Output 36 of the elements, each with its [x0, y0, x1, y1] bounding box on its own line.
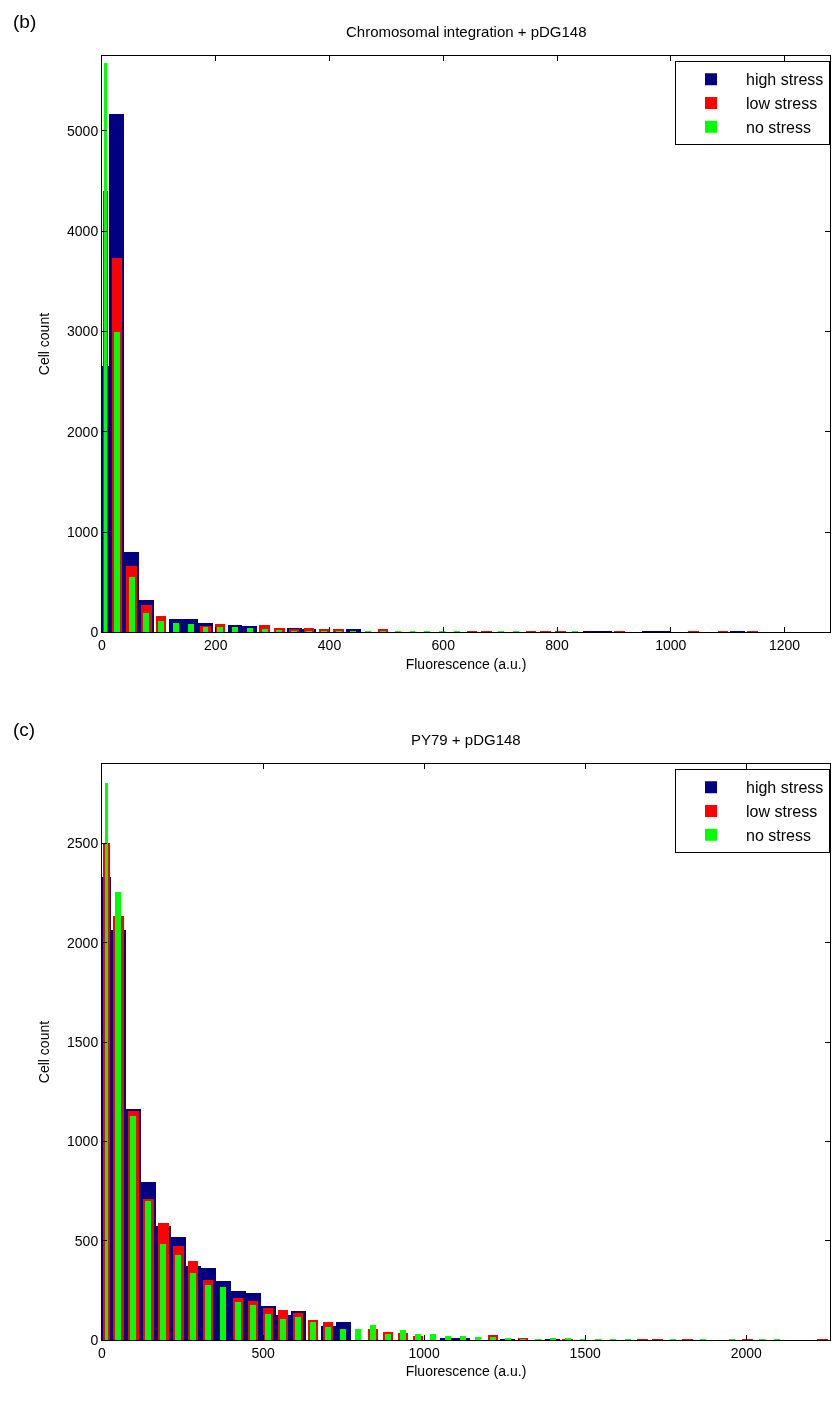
- y-tick-label: 2000: [67, 934, 99, 951]
- x-tick-label: 2000: [730, 1345, 763, 1362]
- x-tick-label: 1500: [569, 1345, 601, 1362]
- y-tick-label: 1000: [67, 1133, 99, 1150]
- x-axis-title: Fluorescence (a.u.): [405, 1363, 527, 1380]
- y-tick-label: 2500: [67, 835, 99, 852]
- x-tick-label: 200: [204, 637, 228, 654]
- y-tick-label: 3000: [67, 323, 99, 340]
- x-tick-label: 400: [317, 637, 342, 654]
- y-axis-title: Cell count: [35, 1020, 52, 1084]
- x-tick-label: 800: [545, 637, 569, 654]
- chart-title: PY79 + pDG148: [411, 731, 521, 748]
- y-axis-title: Cell count: [35, 312, 52, 376]
- legend-label: no stress: [746, 119, 811, 137]
- y-tick-label: 1500: [67, 1033, 99, 1050]
- y-tick-label: 0: [90, 624, 99, 641]
- legend-label: high stress: [746, 779, 824, 797]
- x-tick-label: 1200: [768, 637, 801, 654]
- x-tick-label: 600: [431, 637, 456, 654]
- x-tick-label: 1000: [655, 637, 687, 654]
- legend-label: high stress: [746, 71, 824, 89]
- y-tick-label: 4000: [67, 223, 99, 240]
- legend-label: no stress: [746, 827, 811, 845]
- text: (c): [13, 719, 36, 740]
- chart-title: Chromosomal integration + pDG148: [346, 23, 587, 40]
- x-tick-label: 1000: [408, 1345, 440, 1362]
- y-tick-label: 500: [74, 1232, 99, 1249]
- text: (b): [13, 11, 37, 32]
- x-tick-label: 500: [251, 1345, 275, 1362]
- y-tick-label: 1000: [67, 524, 99, 540]
- x-axis-title: Fluorescence (a.u.): [405, 655, 527, 672]
- y-tick-label: 2000: [67, 423, 99, 440]
- legend-label: low stress: [746, 95, 818, 113]
- legend-label: low stress: [746, 803, 818, 821]
- y-tick-label: 0: [90, 1332, 99, 1349]
- y-tick-label: 5000: [67, 122, 99, 139]
